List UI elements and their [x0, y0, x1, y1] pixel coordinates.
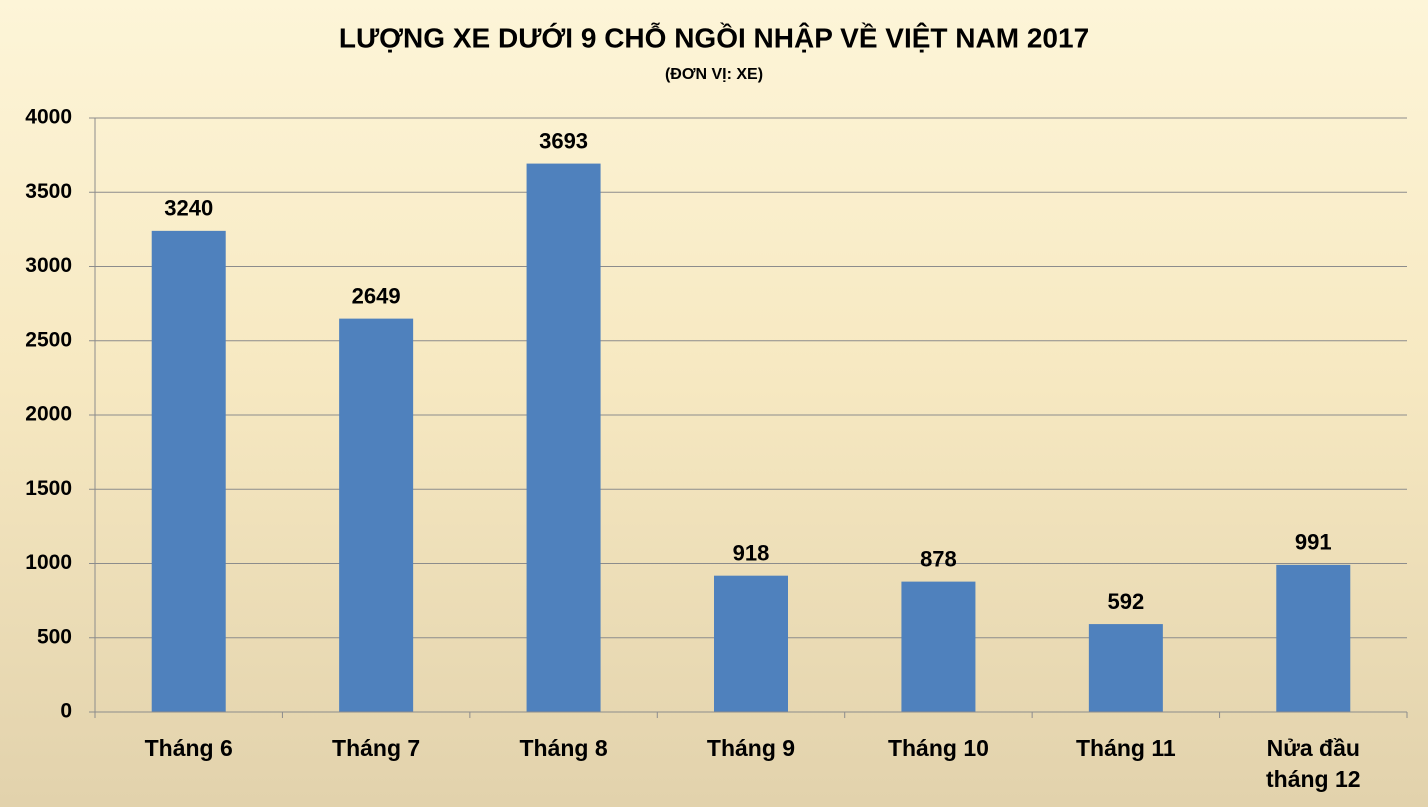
y-tick-label: 2000 — [25, 403, 72, 426]
y-tick-label: 2500 — [25, 328, 72, 351]
y-tick-label: 3000 — [25, 254, 72, 277]
bar — [1088, 624, 1163, 712]
y-tick-label: 4000 — [25, 106, 72, 129]
x-tick-label: Tháng 8 — [519, 735, 608, 761]
value-label: 3693 — [539, 128, 588, 153]
x-tick-label: Nửa đầu tháng 12 — [1265, 735, 1361, 792]
value-label: 2649 — [352, 283, 401, 308]
y-tick-label: 3500 — [25, 180, 72, 203]
bar — [714, 575, 788, 712]
chart-subtitle: (ĐƠN VỊ: XE) — [665, 66, 763, 83]
value-label: 918 — [733, 540, 770, 565]
bar — [339, 318, 414, 712]
x-tick-label: Tháng 11 — [1075, 735, 1176, 761]
y-tick-label: 1500 — [25, 477, 72, 500]
y-tick-label: 1000 — [25, 551, 72, 574]
bar — [526, 163, 601, 713]
value-label: 991 — [1295, 530, 1332, 555]
value-label: 3240 — [164, 196, 213, 221]
y-tick-label: 0 — [60, 700, 72, 723]
bar — [1276, 564, 1351, 712]
x-tick-label: Tháng 9 — [706, 735, 796, 761]
x-tick-label: Tháng 10 — [887, 735, 989, 761]
x-tick-label: Tháng 7 — [332, 735, 421, 761]
x-tick-label: Tháng 6 — [144, 735, 233, 761]
y-tick-label: 500 — [37, 625, 72, 648]
value-label: 592 — [1107, 589, 1144, 614]
value-label: 878 — [920, 546, 957, 571]
bar — [151, 230, 226, 713]
bar — [901, 581, 976, 712]
chart-title: LƯỢNG XE DƯỚI 9 CHỖ NGỒI NHẬP VỀ VIỆT NA… — [339, 22, 1089, 53]
